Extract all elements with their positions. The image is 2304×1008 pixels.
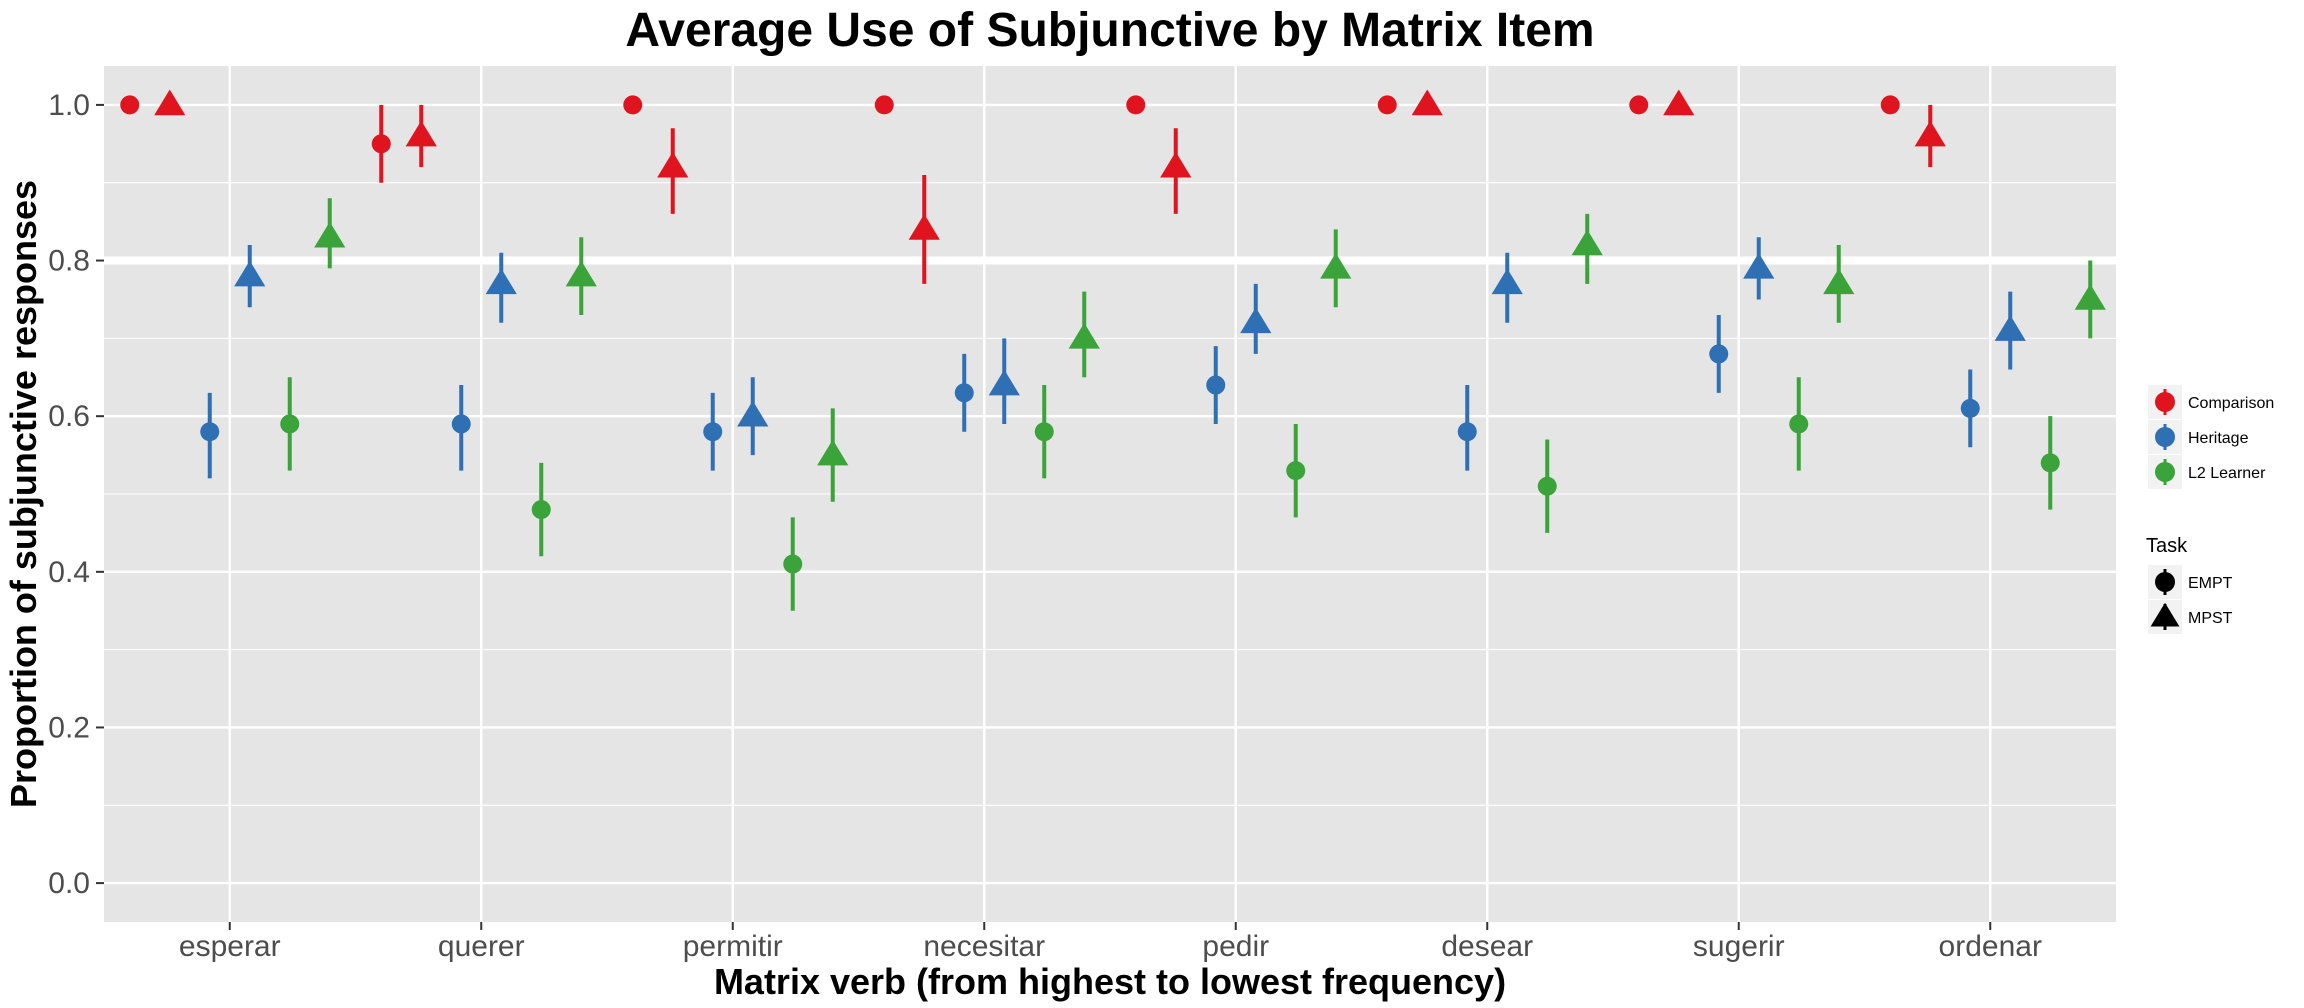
comparison-empt-point [1126, 95, 1146, 115]
heritage-empt-point [954, 383, 974, 403]
l2-learner-empt-point [531, 500, 551, 520]
y-tick-label: 0.2 [48, 711, 90, 744]
heritage-empt-point [1709, 344, 1729, 364]
heritage-mpst-point [1491, 268, 1523, 295]
comparison-mpst-point [1914, 120, 1946, 147]
legend-label-comparison: Comparison [2188, 395, 2274, 412]
comparison-empt-point [1629, 95, 1649, 115]
comparison-empt-point [874, 95, 894, 115]
legend-title-task: Task [2146, 535, 2188, 557]
comparison-mpst-point [1663, 89, 1695, 116]
comparison-mpst-point [1411, 89, 1443, 116]
comparison-mpst-point [657, 151, 689, 178]
heritage-mpst-point [1743, 252, 1775, 279]
comparison-mpst-point [154, 89, 186, 116]
y-axis-title: Proportion of subjunctive responses [3, 180, 44, 808]
x-tick-label-ordenar: ordenar [1939, 930, 2042, 963]
l2-learner-empt-point [783, 554, 803, 574]
x-tick-label-necesitar: necesitar [923, 930, 1045, 963]
heritage-mpst-point [988, 369, 1020, 396]
x-tick-label-desear: desear [1441, 930, 1533, 963]
y-tick-label: 1.0 [48, 89, 90, 122]
heritage-empt-point [1457, 422, 1477, 442]
y-tick-label: 0.0 [48, 867, 90, 900]
legend-key-comparison [2155, 392, 2175, 412]
legend-key-mpst [2150, 602, 2180, 627]
legend-key-empt [2155, 572, 2175, 592]
x-tick-label-permitir: permitir [683, 930, 783, 963]
comparison-mpst-point [405, 120, 437, 147]
l2-learner-empt-point [1286, 461, 1306, 481]
heritage-mpst-point [485, 268, 517, 295]
l2-learner-mpst-point [1068, 322, 1100, 349]
y-tick-label: 0.8 [48, 245, 90, 278]
legend-label-mpst: MPST [2188, 610, 2233, 627]
comparison-empt-point [120, 95, 140, 115]
l2-learner-empt-point [1034, 422, 1054, 442]
comparison-empt-point [1377, 95, 1397, 115]
x-tick-label-sugerir: sugerir [1693, 930, 1785, 963]
heritage-empt-point [1206, 375, 1226, 395]
legend-label-heritage: Heritage [2188, 430, 2249, 447]
tick-layer: 0.0 0.2 0.4 0.6 0.8 1.0 esperar querer permitir n… [48, 89, 2042, 963]
heritage-empt-point [200, 422, 220, 442]
l2-learner-mpst-point [1320, 252, 1352, 279]
l2-learner-mpst-point [817, 439, 849, 466]
x-axis-title: Matrix verb (from highest to lowest freq… [714, 961, 1506, 1002]
legend-label-l2-learner: L2 Learner [2188, 465, 2266, 482]
legend-key-heritage [2155, 427, 2175, 447]
comparison-empt-point [371, 134, 391, 154]
legend-label-empt: EMPT [2188, 575, 2233, 592]
mark-layer [120, 89, 2106, 611]
l2-learner-mpst-point [1823, 268, 1855, 295]
chart-title: Average Use of Subjunctive by Matrix Ite… [625, 4, 1594, 57]
comparison-mpst-point [1160, 151, 1192, 178]
x-tick-label-querer: querer [438, 930, 525, 963]
legend: Task Comparison Heritage L2 Learner EMPT MPS… [2146, 385, 2274, 634]
l2-learner-mpst-point [1571, 229, 1603, 256]
l2-learner-mpst-point [314, 221, 346, 248]
heritage-mpst-point [1994, 315, 2026, 341]
x-tick-label-pedir: pedir [1202, 930, 1269, 963]
heritage-mpst-point [1240, 307, 1272, 334]
l2-learner-empt-point [1537, 476, 1557, 496]
comparison-empt-point [623, 95, 643, 115]
comparison-mpst-point [908, 213, 940, 240]
y-tick-label: 0.4 [48, 556, 90, 589]
y-tick-label: 0.6 [48, 400, 90, 433]
x-tick-label-esperar: esperar [179, 930, 281, 963]
heritage-empt-point [1960, 398, 1980, 418]
comparison-empt-point [1880, 95, 1900, 115]
heritage-mpst-point [737, 400, 769, 427]
l2-learner-mpst-point [2074, 284, 2106, 310]
heritage-empt-point [451, 414, 471, 434]
grid-layer [104, 66, 2116, 922]
l2-learner-mpst-point [565, 260, 597, 287]
l2-learner-empt-point [280, 414, 300, 434]
heritage-mpst-point [234, 260, 266, 287]
heritage-empt-point [703, 422, 723, 442]
l2-learner-empt-point [2040, 453, 2060, 473]
legend-key-l2-learner [2155, 462, 2175, 482]
l2-learner-empt-point [1789, 414, 1809, 434]
